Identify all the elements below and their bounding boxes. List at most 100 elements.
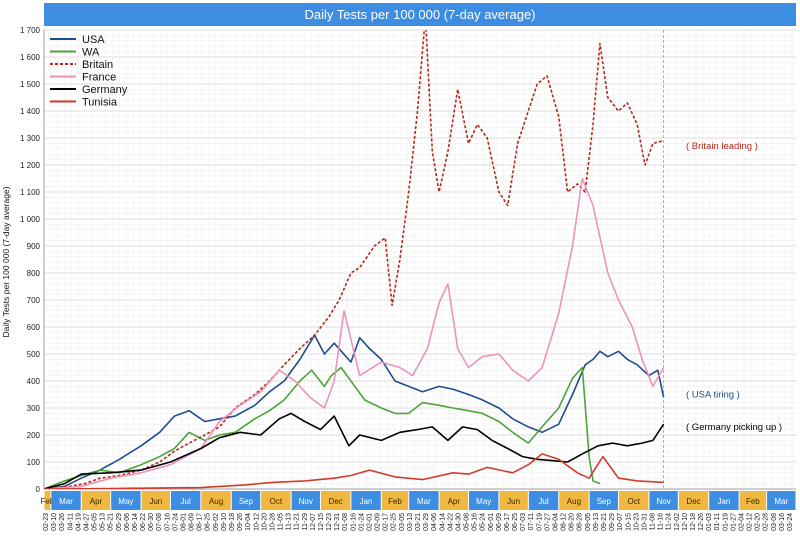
month-label: May — [118, 497, 133, 506]
date-tick-label: 08-28 — [577, 513, 584, 531]
date-tick-label: 04-11 — [67, 513, 74, 530]
month-cell — [559, 491, 589, 510]
date-tick-label: 08-04 — [553, 513, 560, 531]
legend-label: USA — [82, 34, 105, 46]
month-cell — [528, 491, 559, 510]
date-tick-label: 06-09 — [496, 513, 503, 531]
date-tick-label: 03-29 — [423, 513, 430, 531]
month-cell — [499, 491, 528, 510]
month-label: Sep — [597, 497, 612, 506]
month-cell — [619, 491, 649, 510]
date-tick-label: 06-06 — [124, 513, 131, 531]
date-tick-label: 12-31 — [334, 513, 341, 531]
date-tick-label: 09-10 — [221, 513, 228, 531]
date-tick-label: 09-26 — [237, 513, 244, 531]
series-line-tunisia — [44, 453, 664, 489]
month-cell — [439, 491, 469, 510]
date-tick-label: 10-12 — [253, 513, 260, 531]
series-line-usa — [44, 334, 665, 489]
y-tick-label: 1 100 — [20, 188, 41, 197]
date-tick-label: 04-27 — [83, 513, 90, 531]
month-cell — [44, 491, 51, 510]
month-cell — [111, 491, 141, 510]
date-tick-label: 10-31 — [641, 513, 648, 531]
month-cell — [141, 491, 170, 510]
month-cell — [409, 491, 439, 510]
date-tick-label: 05-16 — [472, 513, 479, 531]
date-tick-label: 01-16 — [350, 513, 357, 531]
month-label: Aug — [209, 497, 223, 506]
month-label: Dec — [329, 497, 343, 506]
date-tick-label: 11-13 — [286, 513, 293, 530]
y-tick-label: 0 — [36, 485, 41, 494]
date-tick-label: 02-17 — [383, 513, 390, 531]
date-tick-label: 09-18 — [229, 513, 236, 531]
date-tick-label: 05-21 — [108, 513, 115, 531]
date-tick-label: 05-24 — [480, 513, 487, 531]
y-tick-label: 600 — [27, 323, 41, 332]
date-tick-label: 12-07 — [310, 513, 317, 531]
date-tick-label: 06-14 — [132, 513, 139, 531]
month-label: Mar — [417, 497, 431, 506]
month-cell — [469, 491, 499, 510]
month-label: Feb — [388, 497, 402, 506]
date-tick-label: 10-20 — [261, 513, 268, 531]
month-cell — [231, 491, 261, 510]
date-tick-label: 08-17 — [197, 513, 204, 531]
month-band: Feb Mar Apr May Jun Jul Aug Sep Oct Nov Dec Jan Feb M… — [41, 491, 796, 510]
y-tick-label: 200 — [27, 431, 41, 440]
date-tick-label: 07-19 — [536, 513, 543, 531]
date-tick-label: 07-16 — [164, 513, 171, 531]
date-tick-label: 07-08 — [156, 513, 163, 531]
date-tick-label: 02-20 — [755, 513, 762, 531]
date-tick-label: 07-03 — [520, 513, 527, 531]
date-tick-label: 11-05 — [278, 513, 285, 530]
month-cell — [739, 491, 767, 510]
date-tick-label: 08-25 — [205, 513, 212, 531]
month-cell — [291, 491, 320, 510]
date-tick-label: 08-09 — [189, 513, 196, 531]
y-axis-label: Daily Tests per 100 000 (7-day average) — [1, 186, 11, 337]
date-tick-label: 08-20 — [569, 513, 576, 531]
date-tick-label: 11-24 — [666, 513, 673, 530]
date-tick-label: 11-29 — [302, 513, 309, 530]
date-tick-label: 12-15 — [318, 513, 325, 531]
date-tick-label: 03-10 — [51, 513, 58, 531]
month-cell — [81, 491, 111, 510]
y-tick-label: 1 000 — [20, 215, 41, 224]
date-tick-label: 09-13 — [593, 513, 600, 531]
date-tick-label: 01-24 — [358, 513, 365, 531]
month-label: Nov — [657, 497, 671, 506]
series-line-wa — [44, 366, 601, 489]
date-tick-label: 04-30 — [455, 513, 462, 531]
date-tick-label: 06-01 — [488, 513, 495, 531]
axes: 0 100 200 300 400 500 600 700 800 900 1 000 1 100 1 … — [20, 26, 796, 494]
date-tick-label: 11-16 — [658, 513, 665, 530]
chart-title: Daily Tests per 100 000 (7-day average) — [44, 3, 796, 26]
date-tick-label: 08-01 — [181, 513, 188, 531]
month-label: Apr — [448, 497, 461, 506]
grid — [43, 29, 796, 490]
annotation-label: ( Germany picking up ) — [686, 422, 782, 433]
month-label: Sep — [239, 497, 254, 506]
date-tick-label: 02-09 — [375, 513, 382, 531]
date-tick-label: 04-06 — [431, 513, 438, 531]
date-tick-label: 06-17 — [504, 513, 511, 531]
annotation-label: ( Britain leading ) — [686, 141, 758, 152]
legend-label: Britain — [82, 59, 113, 71]
date-tick-label: 09-29 — [609, 513, 616, 531]
month-cell — [261, 491, 291, 510]
date-tick-label: 05-08 — [464, 513, 471, 531]
date-tick-label: 02-01 — [367, 513, 374, 531]
date-tick-label: 09-05 — [585, 513, 592, 531]
legend-label: Tunisia — [82, 97, 118, 109]
date-tick-label: 02-04 — [739, 513, 746, 531]
date-tick-label: 02-12 — [747, 513, 754, 531]
date-tick-label: 05-13 — [100, 513, 107, 531]
date-tick-label: 03-24 — [787, 513, 794, 531]
date-tick-label: 02-28 — [763, 513, 770, 531]
date-tick-label: 10-28 — [269, 513, 276, 531]
date-tick-label: 04-19 — [75, 513, 82, 531]
y-tick-label: 1 700 — [20, 26, 41, 35]
